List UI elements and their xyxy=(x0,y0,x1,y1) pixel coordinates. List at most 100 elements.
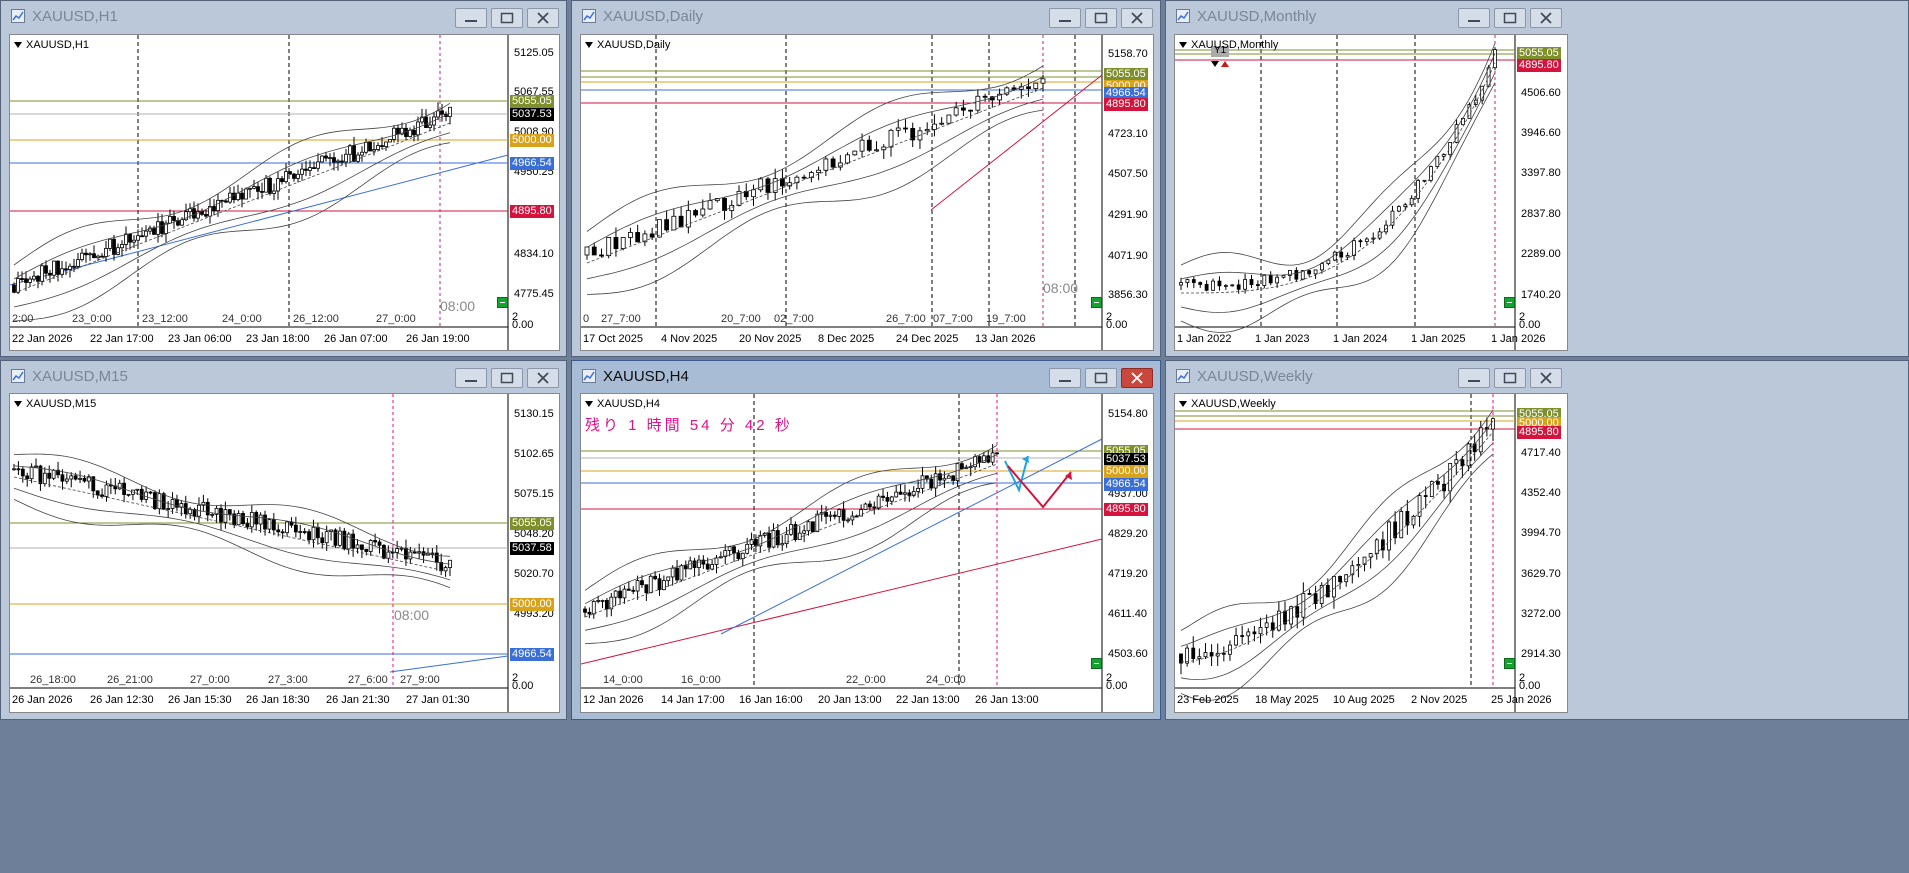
candle-body xyxy=(1448,462,1453,492)
scroll-end-button[interactable] xyxy=(1504,297,1515,308)
candle-body xyxy=(895,127,901,131)
grid-label: 22_0:00 xyxy=(846,674,886,686)
chart-area[interactable]: XAUUSD,M15 5130.15 5102.65 5075.15 5048.… xyxy=(9,393,560,713)
candle-body xyxy=(867,503,872,508)
candle-body xyxy=(420,116,424,123)
band-line xyxy=(1180,442,1494,681)
band-line xyxy=(13,453,451,557)
candle-body xyxy=(1339,251,1344,258)
candle-body xyxy=(428,124,432,128)
candle-body xyxy=(640,580,644,586)
titlebar[interactable]: XAUUSD,H1 xyxy=(1,1,566,31)
window-m15[interactable]: XAUUSD,M15 XAUUSD,M15 5130.15 5102.65 50… xyxy=(0,360,567,720)
band-line xyxy=(1180,409,1494,631)
minimize-button[interactable] xyxy=(1458,368,1490,388)
candle-body xyxy=(664,219,670,231)
candle-body xyxy=(1448,142,1453,156)
maximize-button[interactable] xyxy=(491,8,523,28)
dropdown-triangle-icon xyxy=(1179,401,1187,408)
time-axis-label: 2 Nov 2025 xyxy=(1411,694,1468,706)
candle-body xyxy=(981,455,986,463)
window-title: XAUUSD,M15 xyxy=(32,368,128,385)
chart-area[interactable]: XAUUSD,H4 残り 1 時間 54 分 42 秒 5154.80 4937… xyxy=(580,393,1154,713)
titlebar[interactable]: XAUUSD,Monthly xyxy=(1166,1,1908,31)
scroll-end-button[interactable] xyxy=(1504,658,1515,669)
candle-body xyxy=(1179,653,1183,664)
minimize-button[interactable] xyxy=(455,8,487,28)
time-axis-label: 4 Nov 2025 xyxy=(661,333,718,345)
candle-body xyxy=(148,491,153,494)
candle-body xyxy=(12,468,16,471)
sell-marker-icon xyxy=(1211,61,1219,67)
scroll-end-button[interactable] xyxy=(1091,297,1102,308)
candle-body xyxy=(951,475,956,481)
titlebar[interactable]: XAUUSD,H4 xyxy=(572,361,1160,391)
minimize-button[interactable] xyxy=(1458,8,1490,28)
window-h4[interactable]: XAUUSD,H4 XAUUSD,H4 残り 1 時間 xyxy=(571,360,1161,720)
candle-body xyxy=(434,552,439,563)
minimize-button[interactable] xyxy=(455,368,487,388)
candle-body xyxy=(1191,647,1196,659)
titlebar[interactable]: XAUUSD,Weekly xyxy=(1166,361,1908,391)
scroll-end-button[interactable] xyxy=(497,297,508,308)
candle-body xyxy=(955,463,960,481)
candle-body xyxy=(1268,274,1273,284)
price-axis-label: 1740.20 xyxy=(1521,289,1561,301)
price-axis-label: 4775.45 xyxy=(514,288,554,300)
candle-body xyxy=(73,475,78,480)
candle-body xyxy=(308,167,312,171)
close-button[interactable] xyxy=(527,8,559,28)
close-button[interactable] xyxy=(1121,8,1153,28)
candle-body xyxy=(751,189,756,198)
price-tag-current: 5037.53 xyxy=(510,108,554,121)
candle-body xyxy=(386,551,391,559)
chart-area[interactable]: XAUUSD,Weekly 4717.40 4352.40 3994.70 36… xyxy=(1174,393,1568,713)
candle-body xyxy=(1338,576,1342,583)
symbol-text: XAUUSD,Weekly xyxy=(1191,398,1276,410)
chart-area[interactable]: XAUUSD,Monthly Y1 4506.60 3946.60 3397.8… xyxy=(1174,34,1568,351)
window-h1[interactable]: XAUUSD,H1 XAUUSD,H1 5125.05 5067.55 5008… xyxy=(0,0,567,357)
chart-window-icon xyxy=(11,9,25,23)
window-daily[interactable]: XAUUSD,Daily XAUUSD,Daily 5158.70 4723.1… xyxy=(571,0,1161,357)
minimize-button[interactable] xyxy=(1049,368,1081,388)
candle-body xyxy=(384,141,388,147)
chart-window-icon xyxy=(1176,9,1190,23)
candle-body xyxy=(1405,511,1410,526)
candle-body xyxy=(408,551,413,560)
maximize-icon xyxy=(1094,372,1108,384)
maximize-button[interactable] xyxy=(1494,368,1526,388)
candle-body xyxy=(56,469,60,476)
candle-body xyxy=(342,530,347,550)
candle-body xyxy=(112,238,116,255)
candle-body xyxy=(1403,204,1408,208)
window-monthly[interactable]: XAUUSD,Monthly XAUUSD,Monthly Y1 4506.60… xyxy=(1165,0,1909,357)
candle-body xyxy=(316,161,320,169)
chart-area[interactable]: XAUUSD,H1 5125.05 5067.55 5008.90 4950.2… xyxy=(9,34,560,351)
maximize-button[interactable] xyxy=(1085,8,1117,28)
titlebar[interactable]: XAUUSD,Daily xyxy=(572,1,1160,31)
candle-body xyxy=(1417,495,1422,517)
candle-body xyxy=(40,265,44,282)
candle-body xyxy=(797,532,802,541)
candle-body xyxy=(600,600,605,602)
maximize-button[interactable] xyxy=(491,368,523,388)
maximize-button[interactable] xyxy=(1085,368,1117,388)
candle-body xyxy=(591,246,597,256)
candle-body xyxy=(1332,251,1337,261)
close-button[interactable] xyxy=(1530,368,1562,388)
symbol-label: XAUUSD,H1 xyxy=(14,39,89,51)
minimize-button[interactable] xyxy=(1049,8,1081,28)
candle-body xyxy=(1004,87,1010,95)
maximize-button[interactable] xyxy=(1494,8,1526,28)
scale-label: 0.00 xyxy=(512,680,534,692)
candlestick-series xyxy=(1179,47,1497,294)
chart-area[interactable]: XAUUSD,Daily 5158.70 4723.10 4507.50 429… xyxy=(580,34,1154,351)
close-button[interactable] xyxy=(1121,368,1153,388)
candle-body xyxy=(144,230,148,237)
close-button[interactable] xyxy=(527,368,559,388)
scroll-end-button[interactable] xyxy=(1091,658,1102,669)
close-button[interactable] xyxy=(1530,8,1562,28)
titlebar[interactable]: XAUUSD,M15 xyxy=(1,361,566,391)
window-title: XAUUSD,Weekly xyxy=(1197,368,1313,385)
window-weekly[interactable]: XAUUSD,Weekly XAUUSD,Weekly 4717.40 4352… xyxy=(1165,360,1909,720)
